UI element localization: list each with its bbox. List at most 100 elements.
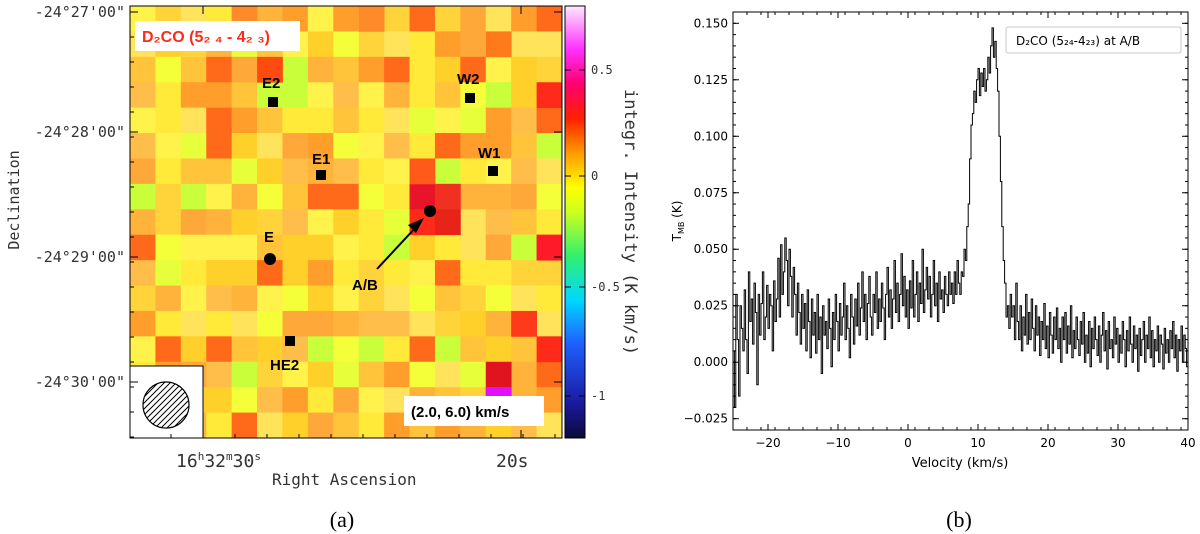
heatmap-cell xyxy=(384,310,410,337)
y-tick-label: 0.125 xyxy=(694,73,728,87)
heatmap-cell xyxy=(333,412,360,439)
heatmap-cell xyxy=(409,361,436,388)
heatmap-cell xyxy=(536,361,563,388)
heatmap-cell xyxy=(485,361,512,388)
heatmap-cell xyxy=(460,260,487,286)
heatmap-cell xyxy=(536,133,563,159)
ab-arrow-head xyxy=(408,218,424,233)
heatmap-cell xyxy=(358,183,385,210)
dec-tick-label: -24°27'00" xyxy=(35,3,125,21)
heatmap-cell xyxy=(536,260,563,286)
source-label-w2: W2 xyxy=(457,71,480,88)
hatch-line xyxy=(165,382,189,428)
heatmap-cell xyxy=(511,158,537,185)
heatmap-cell xyxy=(409,31,436,58)
source-marker-ab xyxy=(424,205,436,217)
heatmap-cell xyxy=(536,6,563,32)
dec-tick-label: -24°28'00" xyxy=(35,123,125,141)
heatmap-cell xyxy=(180,260,207,286)
velocity-range-label: (2.0, 6.0) km/s xyxy=(411,404,509,421)
heatmap-cell xyxy=(434,285,461,312)
heatmap-cell xyxy=(333,387,360,413)
colorbar-tick-labels: 0.5 0 -0.5 -1 xyxy=(591,63,620,403)
map-title: D₂CO (5₂ ₄ - 4₂ ₃) xyxy=(142,29,270,46)
x-tick-label: 30 xyxy=(1110,436,1125,450)
heatmap-cell xyxy=(511,234,537,261)
heatmap-cell xyxy=(257,336,283,363)
heatmap-cell xyxy=(460,133,487,159)
heatmap-cell xyxy=(257,361,283,388)
heatmap-cell xyxy=(257,158,283,185)
hatch-line xyxy=(159,382,189,428)
x-tick-label: 0 xyxy=(904,436,912,450)
heatmap-cell xyxy=(358,336,385,363)
heatmap-cell xyxy=(180,285,207,312)
heatmap-cell xyxy=(231,412,258,439)
heatmap-cell xyxy=(180,158,207,185)
colorbar: 0.5 0 -0.5 -1 integr. Intensity (K km/s) xyxy=(564,5,640,439)
heatmap-cell xyxy=(536,285,563,312)
heatmap-cell xyxy=(282,209,309,236)
heatmap-cell xyxy=(231,387,258,413)
heatmap-cell xyxy=(130,82,156,109)
heatmap-cell xyxy=(130,234,156,261)
heatmap-cell xyxy=(511,336,537,363)
heatmap-cell xyxy=(130,183,156,210)
heatmap-cell xyxy=(460,107,487,134)
heatmap-cell xyxy=(460,361,487,388)
heatmap-cell xyxy=(333,260,360,286)
heatmap-cell xyxy=(307,387,334,413)
heatmap-cell xyxy=(282,56,309,83)
heatmap-cell xyxy=(180,209,207,236)
heatmap-cell xyxy=(409,82,436,109)
heatmap-cell xyxy=(434,56,461,83)
heatmap-cell xyxy=(358,158,385,185)
x-tick-label: 40 xyxy=(1180,436,1195,450)
heatmap-cell xyxy=(130,56,156,83)
heatmap-cell xyxy=(206,412,233,439)
hatch-line xyxy=(147,382,189,428)
source-label-ab: A/B xyxy=(352,277,378,294)
source-markers: E2 W2 E1 W1 A/B E HE2 xyxy=(262,71,501,374)
heatmap-cell xyxy=(307,310,334,337)
heatmap-cell xyxy=(130,209,156,236)
heatmap-cell xyxy=(358,133,385,159)
heatmap-cell xyxy=(511,31,537,58)
heatmap-cell xyxy=(206,56,233,83)
heatmap-cell xyxy=(434,31,461,58)
heatmap-cell xyxy=(536,56,563,83)
heatmap-cell xyxy=(257,133,283,159)
heatmap-cell xyxy=(130,260,156,286)
heatmap-cell xyxy=(333,310,360,337)
heatmap-cell xyxy=(511,133,537,159)
heatmap-cell xyxy=(231,260,258,286)
heatmap-cell xyxy=(257,107,283,134)
heatmap-cell xyxy=(282,133,309,159)
heatmap-cell xyxy=(434,234,461,261)
heatmap-cell xyxy=(333,56,360,83)
heatmap-cell xyxy=(460,310,487,337)
heatmap-cell xyxy=(307,412,334,439)
heatmap-cell xyxy=(155,56,182,83)
colorbar-scale xyxy=(564,5,586,439)
heatmap-cell xyxy=(180,336,207,363)
heatmap-cell xyxy=(155,336,182,363)
heatmap-cell xyxy=(257,412,283,439)
heatmap-cell xyxy=(333,183,360,210)
heatmap-cell xyxy=(409,6,436,32)
source-marker-he2 xyxy=(285,336,295,346)
spectrum-ylabel: TMB (K) xyxy=(670,201,686,243)
heatmap-cell xyxy=(206,387,233,413)
heatmap-cell xyxy=(307,209,334,236)
heatmap-cell xyxy=(206,336,233,363)
heatmap-cell xyxy=(409,158,436,185)
heatmap-cell xyxy=(511,260,537,286)
heatmap-cell xyxy=(511,310,537,337)
heatmap-cell xyxy=(511,107,537,134)
heatmap-cell xyxy=(384,82,410,109)
heatmap-cell xyxy=(485,6,512,32)
heatmap-cell xyxy=(358,387,385,413)
heatmap-cell xyxy=(434,133,461,159)
legend-box xyxy=(1005,26,1182,54)
